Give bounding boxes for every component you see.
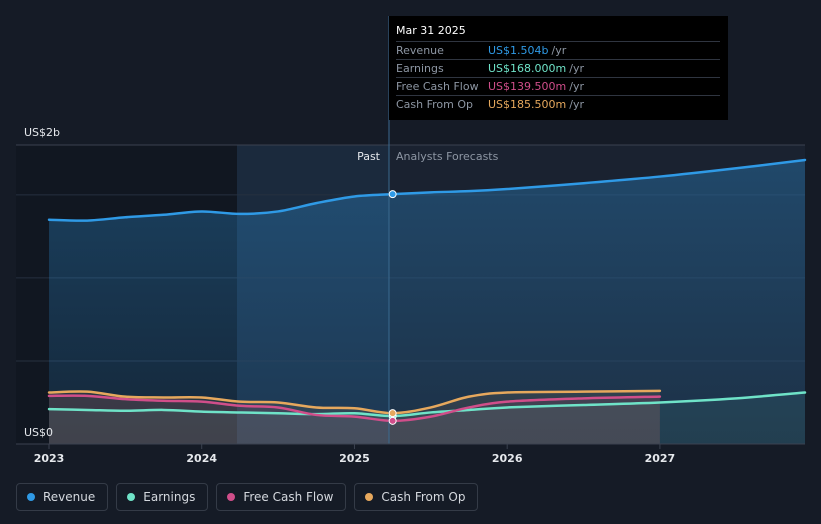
x-tick-label: 2024 (186, 452, 217, 465)
x-tick-label: 2025 (339, 452, 370, 465)
revenue-area (49, 159, 805, 444)
y-axis-top-label: US$2b (24, 126, 60, 139)
tooltip-value: US$1.504b (488, 44, 549, 57)
tooltip-value: US$139.500m (488, 80, 567, 93)
legend-item-cash-from-op[interactable]: Cash From Op (354, 483, 479, 511)
tooltip-value: US$185.500m (488, 98, 567, 111)
cash-from-op-line (47, 389, 662, 415)
y-axis-zero-label: US$0 (24, 426, 53, 439)
legend-dot-icon (227, 493, 236, 501)
chart-legend: Revenue Earnings Free Cash Flow Cash Fro… (16, 483, 479, 511)
legend-dot-icon (27, 493, 35, 501)
legend-label: Free Cash Flow (243, 490, 334, 504)
tooltip-unit: /yr (569, 98, 584, 111)
tooltip-date: Mar 31 2025 (396, 24, 466, 37)
tooltip-label: Free Cash Flow (396, 80, 479, 93)
tooltip-row-cash-from-op: Cash From Op US$185.500m /yr (396, 95, 720, 113)
tooltip-row-earnings: Earnings US$168.000m /yr (396, 59, 720, 77)
tooltip-row-free-cash-flow: Free Cash Flow US$139.500m /yr (396, 77, 720, 95)
tooltip-unit: /yr (569, 62, 584, 75)
free-cash-flow-current-point (388, 416, 397, 425)
tooltip-row-revenue: Revenue US$1.504b /yr (396, 41, 720, 59)
x-tick-label: 2026 (492, 452, 523, 465)
legend-dot-icon (127, 493, 136, 501)
cash-from-op-current-point (388, 409, 397, 418)
free-cash-flow-line (47, 394, 662, 423)
tooltip-unit: /yr (569, 80, 584, 93)
tooltip-value: US$168.000m (488, 62, 567, 75)
tooltip-unit: /yr (551, 44, 567, 57)
legend-label: Cash From Op (381, 490, 466, 504)
legend-label: Revenue (43, 490, 96, 504)
revenue-line (47, 158, 807, 222)
legend-item-free-cash-flow[interactable]: Free Cash Flow (216, 483, 347, 511)
x-tick-label: 2023 (34, 452, 65, 465)
tooltip-label: Earnings (396, 62, 444, 75)
tooltip-label: Cash From Op (396, 98, 474, 111)
legend-dot-icon (365, 493, 374, 501)
hover-tooltip: Mar 31 2025 Revenue US$1.504b /yr Earnin… (389, 16, 728, 120)
tooltip-label: Revenue (396, 44, 444, 57)
x-tick-label: 2027 (645, 452, 676, 465)
revenue-current-point (388, 190, 397, 199)
earnings-line (47, 391, 807, 418)
legend-item-revenue[interactable]: Revenue (16, 483, 109, 511)
legend-item-earnings[interactable]: Earnings (116, 483, 209, 511)
forecast-label: Analysts Forecasts (396, 150, 499, 163)
past-label: Past (357, 150, 381, 163)
legend-label: Earnings (143, 490, 196, 504)
